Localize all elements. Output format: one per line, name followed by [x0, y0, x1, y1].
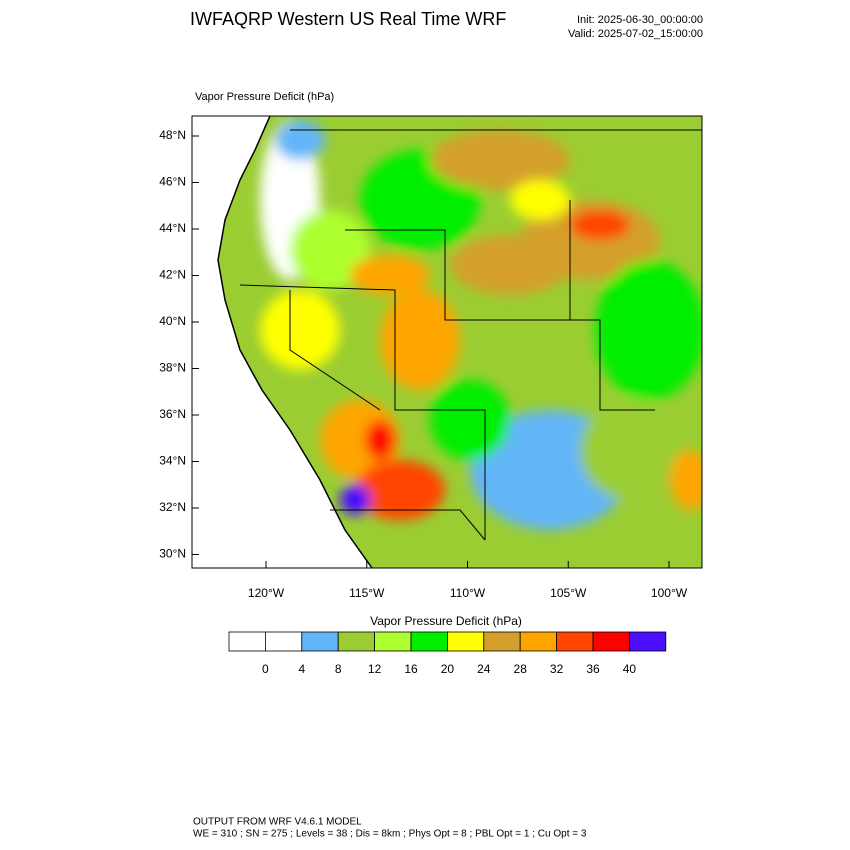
footer-line: OUTPUT FROM WRF V4.6.1 MODEL [193, 817, 362, 828]
colorbar-box [228, 631, 266, 652]
lat-tick-label: 38°N [159, 361, 186, 375]
valid-time: Valid: 2025-07-02_15:00:00 [568, 28, 703, 40]
colorbar-box [629, 631, 667, 652]
lat-tick-label: 30°N [159, 547, 186, 561]
colorbar-label: 4 [298, 662, 305, 676]
lat-tick-label: 46°N [159, 175, 186, 189]
colorbar-box [301, 631, 339, 652]
footer-line: WE = 310 ; SN = 275 ; Levels = 38 ; Dis … [193, 829, 587, 840]
title: IWFAQRP Western US Real Time WRF [190, 9, 506, 29]
lon-tick-label: 110°W [450, 586, 486, 600]
lat-tick-label: 44°N [159, 221, 186, 235]
colorbar-label: 16 [404, 662, 418, 676]
plot-label: Vapor Pressure Deficit (hPa) [195, 91, 334, 103]
lat-tick-label: 40°N [159, 314, 186, 328]
colorbar-box [592, 631, 630, 652]
lat-tick-label: 34°N [159, 454, 186, 468]
lat-tick-label: 36°N [159, 407, 186, 421]
colorbar: 0 4 8 12 16 20 24 28 32 36 40 [228, 631, 667, 676]
lon-tick-label: 100°W [651, 586, 688, 600]
lat-tick-label: 32°N [159, 500, 186, 514]
colorbar-label: 32 [550, 662, 564, 676]
colorbar-label: 20 [441, 662, 455, 676]
colorbar-box [337, 631, 376, 652]
colorbar-label: 40 [623, 662, 637, 676]
colorbar-label: 36 [586, 662, 600, 676]
colorbar-label: 8 [335, 662, 342, 676]
lon-tick-label: 115°W [349, 586, 385, 600]
lon-tick-label: 105°W [550, 586, 587, 600]
colorbar-label: 28 [514, 662, 528, 676]
map-frame [191, 115, 703, 569]
colorbar-label: 12 [368, 662, 382, 676]
colorbar-box [410, 631, 448, 652]
colorbar-label: 24 [477, 662, 491, 676]
colorbar-box [519, 631, 558, 652]
init-time: Init: 2025-06-30_00:00:00 [577, 14, 703, 26]
colorbar-box [556, 631, 594, 652]
map [192, 116, 702, 568]
lat-tick-label: 42°N [159, 268, 186, 282]
colorbar-label: 0 [262, 662, 269, 676]
ticks: 48°N 46°N 44°N 42°N 40°N 38°N 36°N 34°N 32°N 30°N… [159, 128, 688, 600]
colorbar-box [374, 631, 412, 652]
colorbar-box [446, 631, 485, 652]
lat-tick-label: 48°N [159, 128, 186, 142]
colorbar-title: Vapor Pressure Deficit (hPa) [370, 614, 522, 628]
colorbar-box [483, 631, 521, 652]
colorbar-box [264, 631, 303, 652]
lon-tick-label: 120°W [248, 586, 285, 600]
